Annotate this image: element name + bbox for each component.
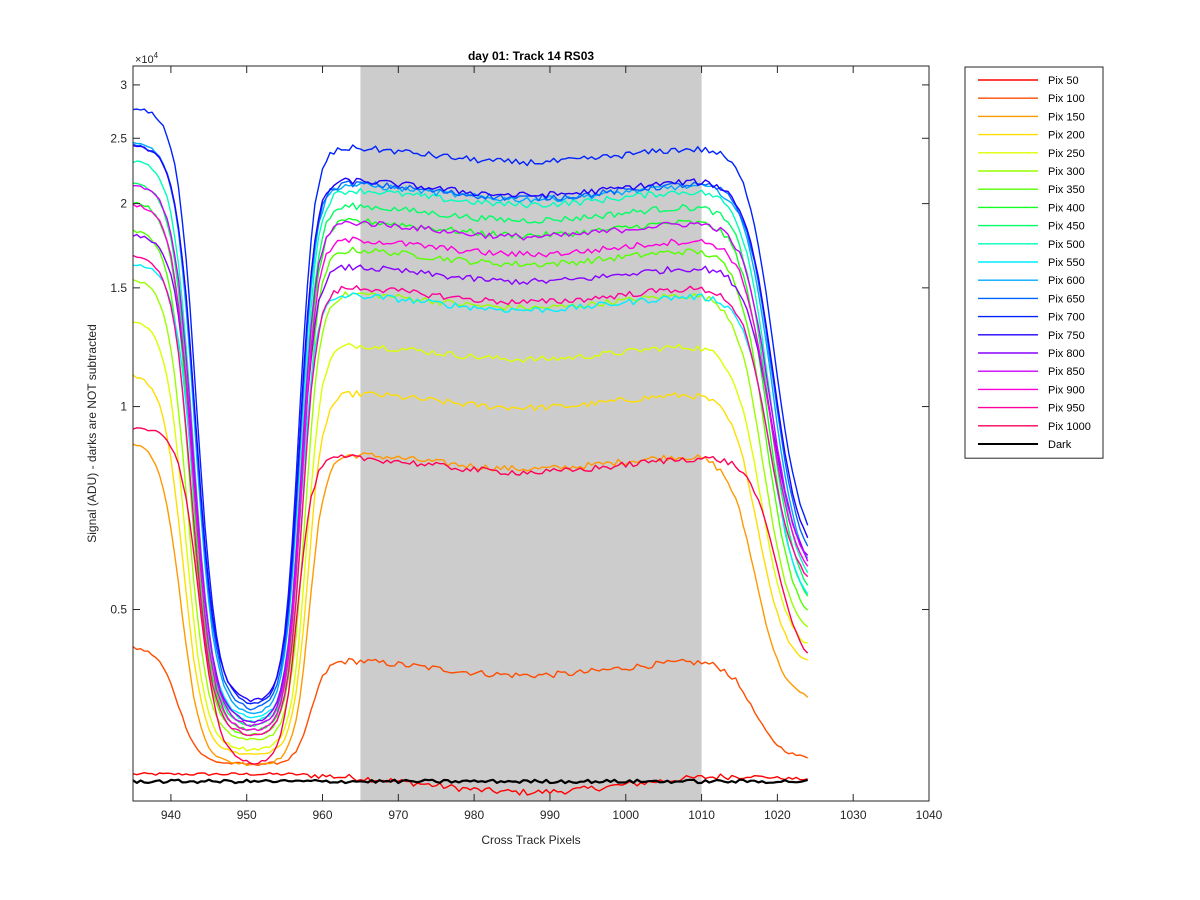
- legend-label: Pix 300: [1048, 166, 1085, 178]
- legend-label: Pix 900: [1048, 384, 1085, 396]
- axes: 940 950 960 970 980 990 1000 1010 1020 1030 1040 0…: [85, 49, 943, 847]
- legend-label: Pix 650: [1048, 293, 1085, 305]
- x-tick-label: 960: [313, 808, 333, 822]
- series-line: [132, 145, 809, 703]
- legend-label: Pix 600: [1048, 275, 1085, 287]
- series-line: [132, 185, 809, 728]
- legend-label: Pix 850: [1048, 366, 1085, 378]
- series-line: [132, 772, 808, 796]
- legend-label: Pix 750: [1048, 330, 1085, 342]
- legend-label: Pix 250: [1048, 148, 1085, 160]
- x-tick-label: 1040: [916, 808, 943, 822]
- legend-label: Pix 800: [1048, 348, 1085, 360]
- series-line: [132, 321, 808, 752]
- x-tick-label: 1030: [840, 808, 867, 822]
- y-tick-label: 2.5: [110, 131, 127, 145]
- axes-frame: [132, 65, 930, 802]
- legend-label: Pix 1000: [1048, 421, 1091, 433]
- x-tick-label: 980: [464, 808, 484, 822]
- y-tick-label: 1: [120, 400, 127, 414]
- legend-label: Dark: [1048, 439, 1072, 451]
- x-tick-label: 940: [161, 808, 181, 822]
- series-line: [132, 778, 809, 785]
- x-tick-label: 990: [540, 808, 560, 822]
- series-line: [132, 203, 809, 732]
- x-tick-label: 950: [237, 808, 257, 822]
- x-ticks: 940 950 960 970 980 990 1000 1010 1020 1030 1040: [161, 66, 943, 822]
- series-line: [132, 264, 809, 719]
- series-line: [132, 141, 809, 715]
- x-tick-label: 1010: [688, 808, 715, 822]
- legend-label: Pix 150: [1048, 111, 1085, 123]
- y-axis-exponent: ×104: [135, 51, 159, 66]
- x-axis-label: Cross Track Pixels: [481, 833, 580, 847]
- y-tick-label: 3: [120, 78, 127, 92]
- shaded-region: [360, 66, 702, 801]
- legend-label: Pix 550: [1048, 257, 1085, 269]
- legend-label: Pix 50: [1048, 75, 1079, 87]
- chart-title: day 01: Track 14 RS03: [468, 49, 594, 63]
- y-ticks: 0.5 1 1.5 2 2.5 3: [110, 78, 929, 617]
- series-line: [132, 108, 809, 705]
- legend-label: Pix 350: [1048, 184, 1085, 196]
- legend-label: Pix 500: [1048, 239, 1085, 251]
- x-tick-label: 1020: [764, 808, 791, 822]
- y-tick-label: 0.5: [110, 603, 127, 617]
- series-line: [132, 233, 809, 724]
- y-axis-label: Signal (ADU) - darks are NOT subtracted: [85, 324, 99, 543]
- series-line: [132, 427, 809, 765]
- legend-label: Pix 200: [1048, 130, 1085, 142]
- x-tick-label: 970: [388, 808, 408, 822]
- legend: Pix 50 Pix 100 Pix 150 Pix 200 Pix 250 Pix 30…: [964, 66, 1104, 459]
- series-line: [132, 443, 809, 767]
- legend-items: Pix 50 Pix 100 Pix 150 Pix 200 Pix 250 Pix 30…: [978, 75, 1091, 451]
- legend-label: Pix 400: [1048, 202, 1085, 214]
- series-line: [132, 278, 809, 741]
- legend-label: Pix 100: [1048, 93, 1085, 105]
- series-line: [132, 143, 809, 711]
- legend-label: Pix 450: [1048, 221, 1085, 233]
- x-tick-label: 1000: [612, 808, 639, 822]
- series-line: [132, 374, 808, 755]
- legend-label: Pix 700: [1048, 312, 1085, 324]
- y-tick-label: 2: [120, 197, 127, 211]
- legend-label: Pix 950: [1048, 403, 1085, 415]
- y-tick-label: 1.5: [110, 281, 127, 295]
- series-line: [132, 254, 809, 737]
- series-lines: [132, 108, 809, 796]
